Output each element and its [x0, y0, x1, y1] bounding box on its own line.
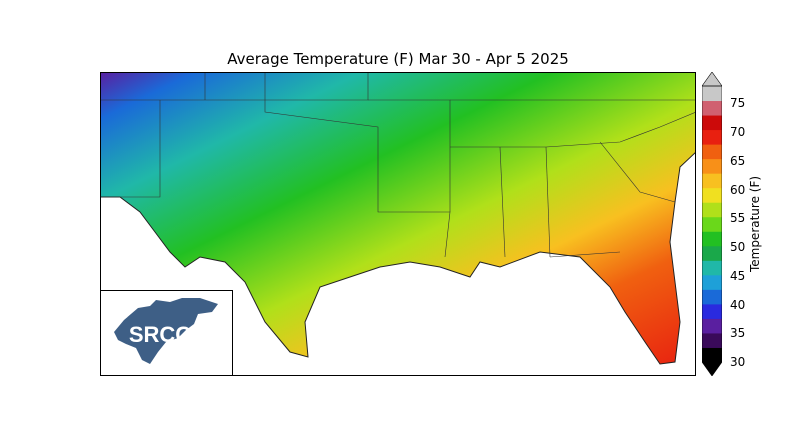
colorbar-segment	[702, 231, 722, 247]
state-borders	[100, 72, 696, 258]
colorbar-tick-label: 70	[730, 125, 746, 139]
colorbar-tick-label: 35	[730, 326, 746, 341]
colorbar-segment	[702, 216, 722, 232]
colorbar-segment	[702, 245, 722, 261]
colorbar-segment	[702, 202, 722, 218]
colorbar-segment	[702, 158, 722, 174]
colorbar-tick-label: 75	[730, 96, 746, 111]
logo-text: SRCC	[129, 322, 191, 347]
colorbar-segment	[702, 144, 722, 160]
colorbar-segment	[702, 100, 722, 116]
colorbar-tick-label: 55	[730, 211, 746, 226]
colorbar-tick-label: 30	[730, 355, 746, 369]
colorbar	[702, 72, 722, 376]
colorbar-segment	[702, 187, 722, 203]
colorbar-segment	[702, 86, 722, 102]
colorbar-segment	[702, 260, 722, 276]
map-title: Average Temperature (F) Mar 30 - Apr 5 2…	[227, 50, 569, 68]
coastline	[100, 151, 696, 365]
colorbar-label: Temperature (F)	[748, 175, 762, 273]
colorbar-segment	[702, 274, 722, 290]
colorbar-tick-label: 40	[730, 297, 746, 312]
colorbar-tick-label: 50	[730, 240, 746, 254]
colorbar-segment	[702, 129, 722, 145]
srcc-logo: SRCC	[100, 290, 233, 376]
colorbar-segment	[702, 173, 722, 189]
colorbar-segment	[702, 115, 722, 131]
colorbar-tick-label: 45	[730, 268, 746, 283]
colorbar-tick-label: 60	[730, 182, 746, 197]
colorbar-tick-label: 65	[730, 153, 746, 168]
colorbar-segment	[702, 318, 722, 334]
land-area	[100, 72, 696, 364]
colorbar-segment	[702, 347, 722, 363]
colorbar-segment	[702, 332, 722, 348]
colorbar-segment	[702, 303, 722, 319]
colorbar-segment	[702, 289, 722, 305]
